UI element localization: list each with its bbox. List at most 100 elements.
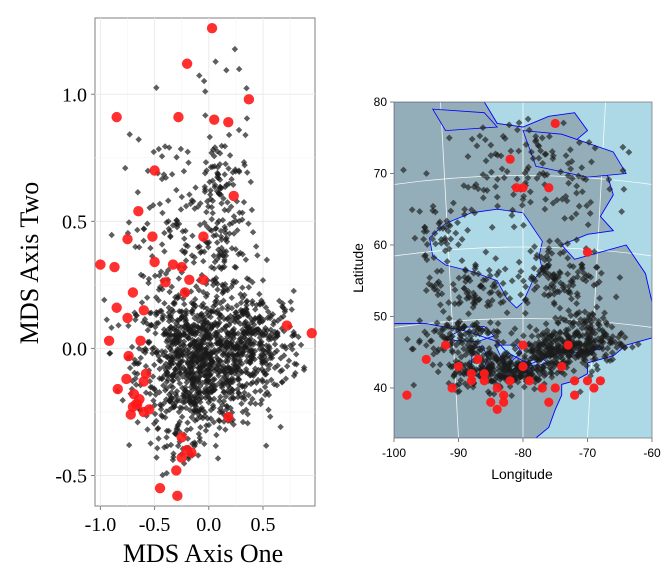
mds-background-point <box>177 145 185 153</box>
map-background-point <box>609 355 617 363</box>
mds-background-point <box>151 385 158 392</box>
mds-highlight-point <box>176 452 187 463</box>
mds-background-point <box>208 227 215 234</box>
map-background-point <box>456 325 463 333</box>
map-background-point <box>501 290 509 297</box>
mds-background-point <box>216 263 223 271</box>
mds-background-point <box>236 358 243 365</box>
mds-background-point <box>201 440 208 448</box>
mds-background-point <box>125 322 132 329</box>
map-background-point <box>507 147 515 155</box>
mds-background-point <box>164 376 172 383</box>
mds-background-point <box>233 309 240 316</box>
mds-background-point <box>237 335 244 342</box>
map-background-point <box>542 195 550 203</box>
map-background-point <box>634 340 642 348</box>
mds-background-point <box>222 160 229 168</box>
mds-background-point <box>221 258 228 265</box>
mds-background-point <box>166 352 173 359</box>
map-background-point <box>524 115 532 123</box>
map-background-point <box>564 326 572 334</box>
mds-background-point <box>206 178 213 186</box>
map-background-point <box>570 367 578 375</box>
mds-background-point <box>189 232 196 239</box>
mds-background-point <box>255 326 262 333</box>
mds-scatter-panel: -1.0 -0.5 0.0 0.5 -0.5 0.0 0.5 1.0 MDS Axis On… <box>15 17 317 568</box>
map-highlight-point <box>524 376 535 386</box>
map-background-point <box>486 272 494 280</box>
map-background-point <box>461 330 469 338</box>
map-y-axis-title: Latitude <box>350 243 366 293</box>
mds-background-point <box>170 450 177 457</box>
mds-background-point <box>185 326 192 333</box>
mds-background-point <box>163 442 171 450</box>
mds-background-point <box>140 237 147 245</box>
map-background-point <box>583 202 591 210</box>
mds-background-point <box>239 382 246 390</box>
map-highlight-point <box>589 383 599 393</box>
mds-background-point <box>283 363 291 370</box>
mds-background-point <box>190 409 197 417</box>
mds-background-point <box>157 406 165 413</box>
map-background-point <box>565 282 573 290</box>
map-background-point <box>422 251 429 259</box>
mds-highlight-point <box>111 302 122 313</box>
map-highlight-point <box>570 390 580 400</box>
map-background-point <box>508 329 515 337</box>
mds-background-point <box>252 400 259 407</box>
mds-background-point <box>181 322 188 330</box>
mds-background-point <box>258 351 265 358</box>
mds-background-point <box>172 339 180 347</box>
mds-background-point <box>239 307 246 315</box>
mds-background-point <box>218 304 226 312</box>
mds-background-point <box>242 406 250 414</box>
map-background-point <box>599 314 607 322</box>
mds-background-point <box>153 454 160 461</box>
mds-background-point <box>209 402 217 409</box>
mds-background-point <box>154 424 162 432</box>
mds-background-point <box>174 316 181 324</box>
mds-background-point <box>163 408 170 415</box>
mds-background-point <box>208 263 215 271</box>
map-background-point <box>483 302 491 310</box>
map-background-point <box>454 219 461 227</box>
mds-background-point <box>289 346 296 353</box>
map-background-point <box>438 325 446 333</box>
map-background-point <box>560 248 568 256</box>
mds-background-point <box>212 442 219 450</box>
map-background-point <box>432 240 439 248</box>
mds-background-point <box>222 323 229 330</box>
mds-background-point <box>182 241 189 249</box>
mds-background-point <box>256 334 264 341</box>
map-background-point <box>445 134 453 142</box>
map-background-point <box>593 303 601 311</box>
map-background-point <box>571 331 579 339</box>
map-background-point <box>520 221 527 229</box>
mds-background-point <box>207 406 215 414</box>
map-background-point <box>536 170 544 178</box>
mds-background-point <box>209 332 216 340</box>
map-background-point <box>539 160 547 167</box>
map-background-point <box>471 265 479 273</box>
map-background-point <box>527 247 535 255</box>
mds-background-point <box>231 263 238 271</box>
mds-background-point <box>182 384 189 391</box>
mds-background-point <box>219 283 227 290</box>
mds-background-point <box>230 230 238 237</box>
mds-background-point <box>146 390 154 398</box>
mds-background-point <box>187 383 195 391</box>
mds-background-point <box>259 346 267 353</box>
map-background-point <box>589 310 596 318</box>
mds-background-point <box>230 352 237 360</box>
mds-background-point <box>167 323 174 331</box>
mds-background-point <box>142 347 150 354</box>
map-background-point <box>515 119 523 127</box>
mds-background-point <box>208 359 216 366</box>
map-background-point <box>458 235 466 243</box>
map-background-point <box>536 267 543 275</box>
mds-background-point <box>185 397 193 405</box>
map-background-point <box>517 291 525 299</box>
mds-background-point <box>188 308 195 315</box>
map-y-tick-labels: 40 50 60 70 80 <box>374 95 394 395</box>
mds-background-point <box>262 442 270 449</box>
